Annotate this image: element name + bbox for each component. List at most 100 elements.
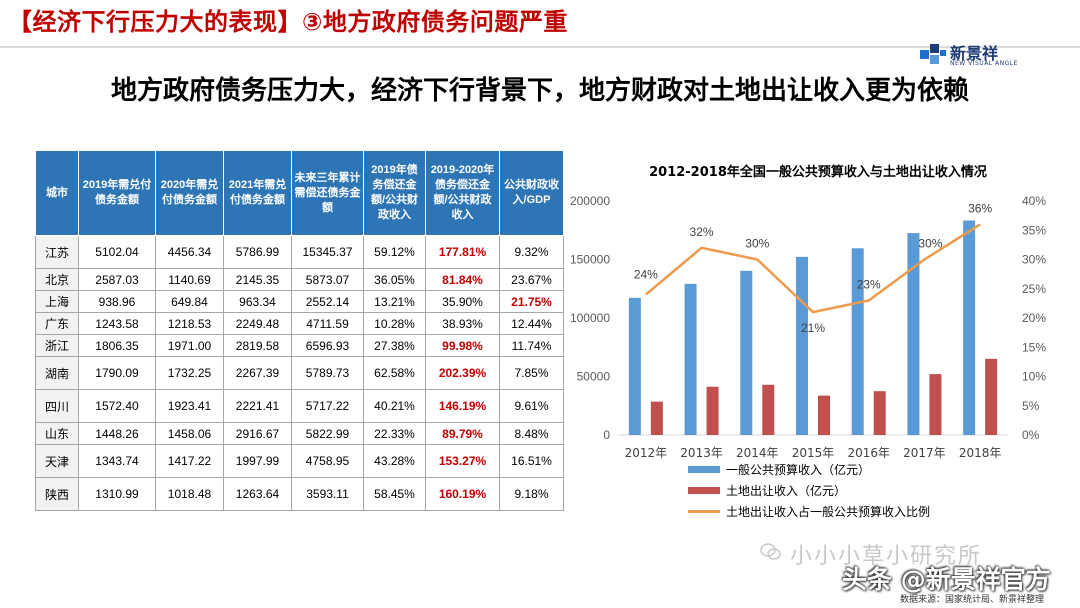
bar <box>796 256 808 435</box>
y-tick-label: 100000 <box>570 311 610 325</box>
table-cell: 649.84 <box>155 290 224 313</box>
x-tick-label: 2016年 <box>847 446 890 460</box>
table-cell: 89.79% <box>425 422 500 445</box>
y-tick-label: 0 <box>603 428 610 442</box>
logo-tagline: NEW VISUAL ANGLE <box>950 60 1018 67</box>
table-cell: 1243.58 <box>78 312 156 335</box>
column-header: 公共财政收入/GDP <box>499 150 564 236</box>
wechat-icon <box>760 543 781 560</box>
table-cell: 938.96 <box>78 290 156 313</box>
column-header: 未来三年累计需偿还债务金额 <box>291 150 364 236</box>
table-cell: 4711.59 <box>291 312 364 335</box>
chart-plot: 0 50000 100000 150000 200000 0% 5% 10% 15% 20% 25%… <box>570 194 1046 460</box>
table-cell: 2916.67 <box>223 422 292 445</box>
y2-tick-label: 40% <box>1022 194 1046 208</box>
y2-tick-label: 15% <box>1022 340 1046 354</box>
table-cell: 7.85% <box>499 356 564 390</box>
x-tick-label: 2014年 <box>736 446 779 460</box>
table-cell: 35.90% <box>425 290 500 313</box>
bar <box>650 401 663 435</box>
watermark: 小小小草小研究所 <box>790 544 983 569</box>
table-cell: 2249.48 <box>223 312 292 335</box>
column-header: 2019年债务偿还金额/公共财政收入 <box>363 150 426 236</box>
data-label: 24% <box>634 268 658 282</box>
column-header: 2019年需兑付债务金额 <box>78 150 156 236</box>
slide-subtitle: 地方政府债务压力大，经济下行背景下，地方财政对土地出让收入更为依赖 <box>110 76 969 106</box>
y2-tick-label: 30% <box>1022 253 1046 267</box>
table-cell: 963.34 <box>223 290 292 313</box>
table-cell: 1997.99 <box>223 444 292 478</box>
table-cell: 1572.40 <box>78 389 156 423</box>
table-cell: 177.81% <box>425 235 500 269</box>
city-cell: 天津 <box>35 444 79 478</box>
chart-legend: 一般公共预算收入（亿元） 土地出让收入（亿元） 土地出让收入占一般公共预算收入比例 <box>688 459 930 522</box>
legend-swatch <box>688 466 720 473</box>
y2-tick-label: 5% <box>1022 399 1040 413</box>
city-cell: 山东 <box>35 422 79 445</box>
table-cell: 15345.37 <box>291 235 364 269</box>
table-cell: 1732.25 <box>155 356 224 390</box>
bar <box>929 374 942 435</box>
table-cell: 40.21% <box>363 389 426 423</box>
table-cell: 6596.93 <box>291 334 364 357</box>
y2-tick-label: 35% <box>1022 223 1046 237</box>
table-row: 山东 1448.26 1458.06 2916.67 5822.99 22.33% 89.7… <box>35 422 564 445</box>
table-cell: 58.45% <box>363 477 426 511</box>
table-cell: 8.48% <box>499 422 564 445</box>
table-cell: 1310.99 <box>78 477 156 511</box>
cube-logo-icon <box>920 44 946 64</box>
table-cell: 202.39% <box>425 356 500 390</box>
city-cell: 浙江 <box>35 334 79 357</box>
table-cell: 22.33% <box>363 422 426 445</box>
table-cell: 62.58% <box>363 356 426 390</box>
legend-label: 土地出让收入占一般公共预算收入比例 <box>726 505 931 519</box>
table-cell: 12.44% <box>499 312 564 335</box>
table-cell: 81.84% <box>425 268 500 291</box>
data-label: 30% <box>918 237 942 251</box>
table-row: 浙江 1806.35 1971.00 2819.58 6596.93 27.38% 99.9… <box>35 334 564 357</box>
table-cell: 16.51% <box>499 444 564 478</box>
table-row: 陕西 1310.99 1018.48 1263.64 3593.11 58.45% 160.… <box>35 477 564 511</box>
table-cell: 1140.69 <box>155 268 224 291</box>
table-cell: 1458.06 <box>155 422 224 445</box>
legend-item: 土地出让收入占一般公共预算收入比例 <box>688 501 930 522</box>
column-header: 城市 <box>35 150 79 236</box>
table-cell: 99.98% <box>425 334 500 357</box>
y-tick-label: 200000 <box>570 194 610 208</box>
slide-title: 【经济下行压力大的表现】③地方政府债务问题严重 <box>8 8 568 36</box>
bar <box>873 391 886 435</box>
bar <box>907 233 920 435</box>
table-cell: 5822.99 <box>291 422 364 445</box>
table-cell: 59.12% <box>363 235 426 269</box>
table-cell: 1417.22 <box>155 444 224 478</box>
bar <box>762 384 775 435</box>
table-cell: 2221.41 <box>223 389 292 423</box>
data-label: 32% <box>690 225 714 239</box>
bar <box>628 297 641 435</box>
table-cell: 9.61% <box>499 389 564 423</box>
table-header-row: 城市 2019年需兑付债务金额 2020年需兑付债务金额 2021年需兑付债务金额 未来… <box>35 150 564 236</box>
city-cell: 江苏 <box>35 235 79 269</box>
table-cell: 160.19% <box>425 477 500 511</box>
column-header: 2021年需兑付债务金额 <box>223 150 292 236</box>
bar <box>963 220 976 435</box>
legend-item: 一般公共预算收入（亿元） <box>688 459 930 480</box>
table-cell: 1806.35 <box>78 334 156 357</box>
table-row: 上海 938.96 649.84 963.34 2552.14 13.21% 35.90% 2… <box>35 290 564 313</box>
table-body: 江苏 5102.04 4456.34 5786.99 15345.37 59.12% 177… <box>35 235 564 511</box>
y2-tick-label: 20% <box>1022 311 1046 325</box>
table-row: 四川 1572.40 1923.41 2221.41 5717.22 40.21% 146.… <box>35 389 564 423</box>
data-source: 数据来源：国家统计局、新景祥整理 <box>900 595 1045 605</box>
table-cell: 1218.53 <box>155 312 224 335</box>
table-cell: 1263.64 <box>223 477 292 511</box>
bar <box>740 270 753 435</box>
column-header: 2019-2020年债务偿还金额/公共财政收入 <box>425 150 500 236</box>
bar <box>851 248 864 435</box>
legend-label: 土地出让收入（亿元） <box>726 484 847 498</box>
data-label: 36% <box>968 201 992 215</box>
table-cell: 5873.07 <box>291 268 364 291</box>
table-cell: 4456.34 <box>155 235 224 269</box>
table-cell: 5789.73 <box>291 356 364 390</box>
y2-tick-label: 10% <box>1022 370 1046 384</box>
title-divider <box>0 46 1080 48</box>
